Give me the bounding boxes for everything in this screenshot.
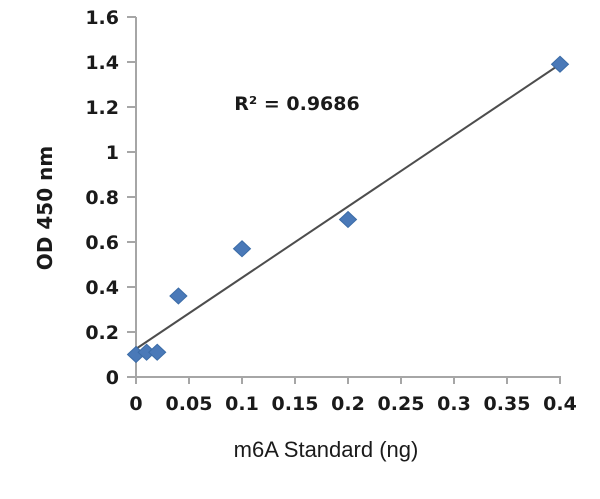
x-tick-label: 0.05 — [166, 393, 213, 415]
data-point-marker — [550, 55, 570, 73]
y-tick-label: 0 — [106, 367, 119, 389]
x-tick-label: 0 — [129, 393, 142, 415]
x-tick-label: 0.35 — [484, 393, 531, 415]
data-point-marker — [147, 343, 167, 361]
data-point-marker — [232, 240, 252, 258]
x-tick-label: 0.3 — [437, 393, 471, 415]
data-point-marker — [169, 287, 188, 305]
x-tick-label: 0.25 — [378, 393, 425, 415]
trendline — [135, 63, 561, 350]
y-tick-label: 1.4 — [85, 52, 119, 74]
x-tick-label: 0.15 — [272, 393, 319, 415]
x-tick-label: 0.2 — [331, 393, 365, 415]
y-tick-label: 0.6 — [85, 232, 119, 254]
r-squared-annotation: R² = 0.9686 — [234, 93, 360, 115]
y-axis-title: OD 450 nm — [33, 145, 57, 271]
data-point-marker — [338, 210, 358, 229]
x-tick-label: 0.4 — [543, 393, 577, 415]
y-tick-label: 1 — [106, 142, 119, 164]
y-tick-label: 0.4 — [85, 277, 119, 299]
y-tick-label: 1.2 — [85, 97, 119, 119]
y-tick-label: 1.6 — [85, 7, 119, 29]
x-axis-title: m6A Standard (ng) — [233, 437, 419, 462]
x-tick-label: 0.1 — [225, 393, 259, 415]
y-tick-label: 0.8 — [85, 187, 119, 209]
y-tick-label: 0.2 — [85, 322, 119, 344]
